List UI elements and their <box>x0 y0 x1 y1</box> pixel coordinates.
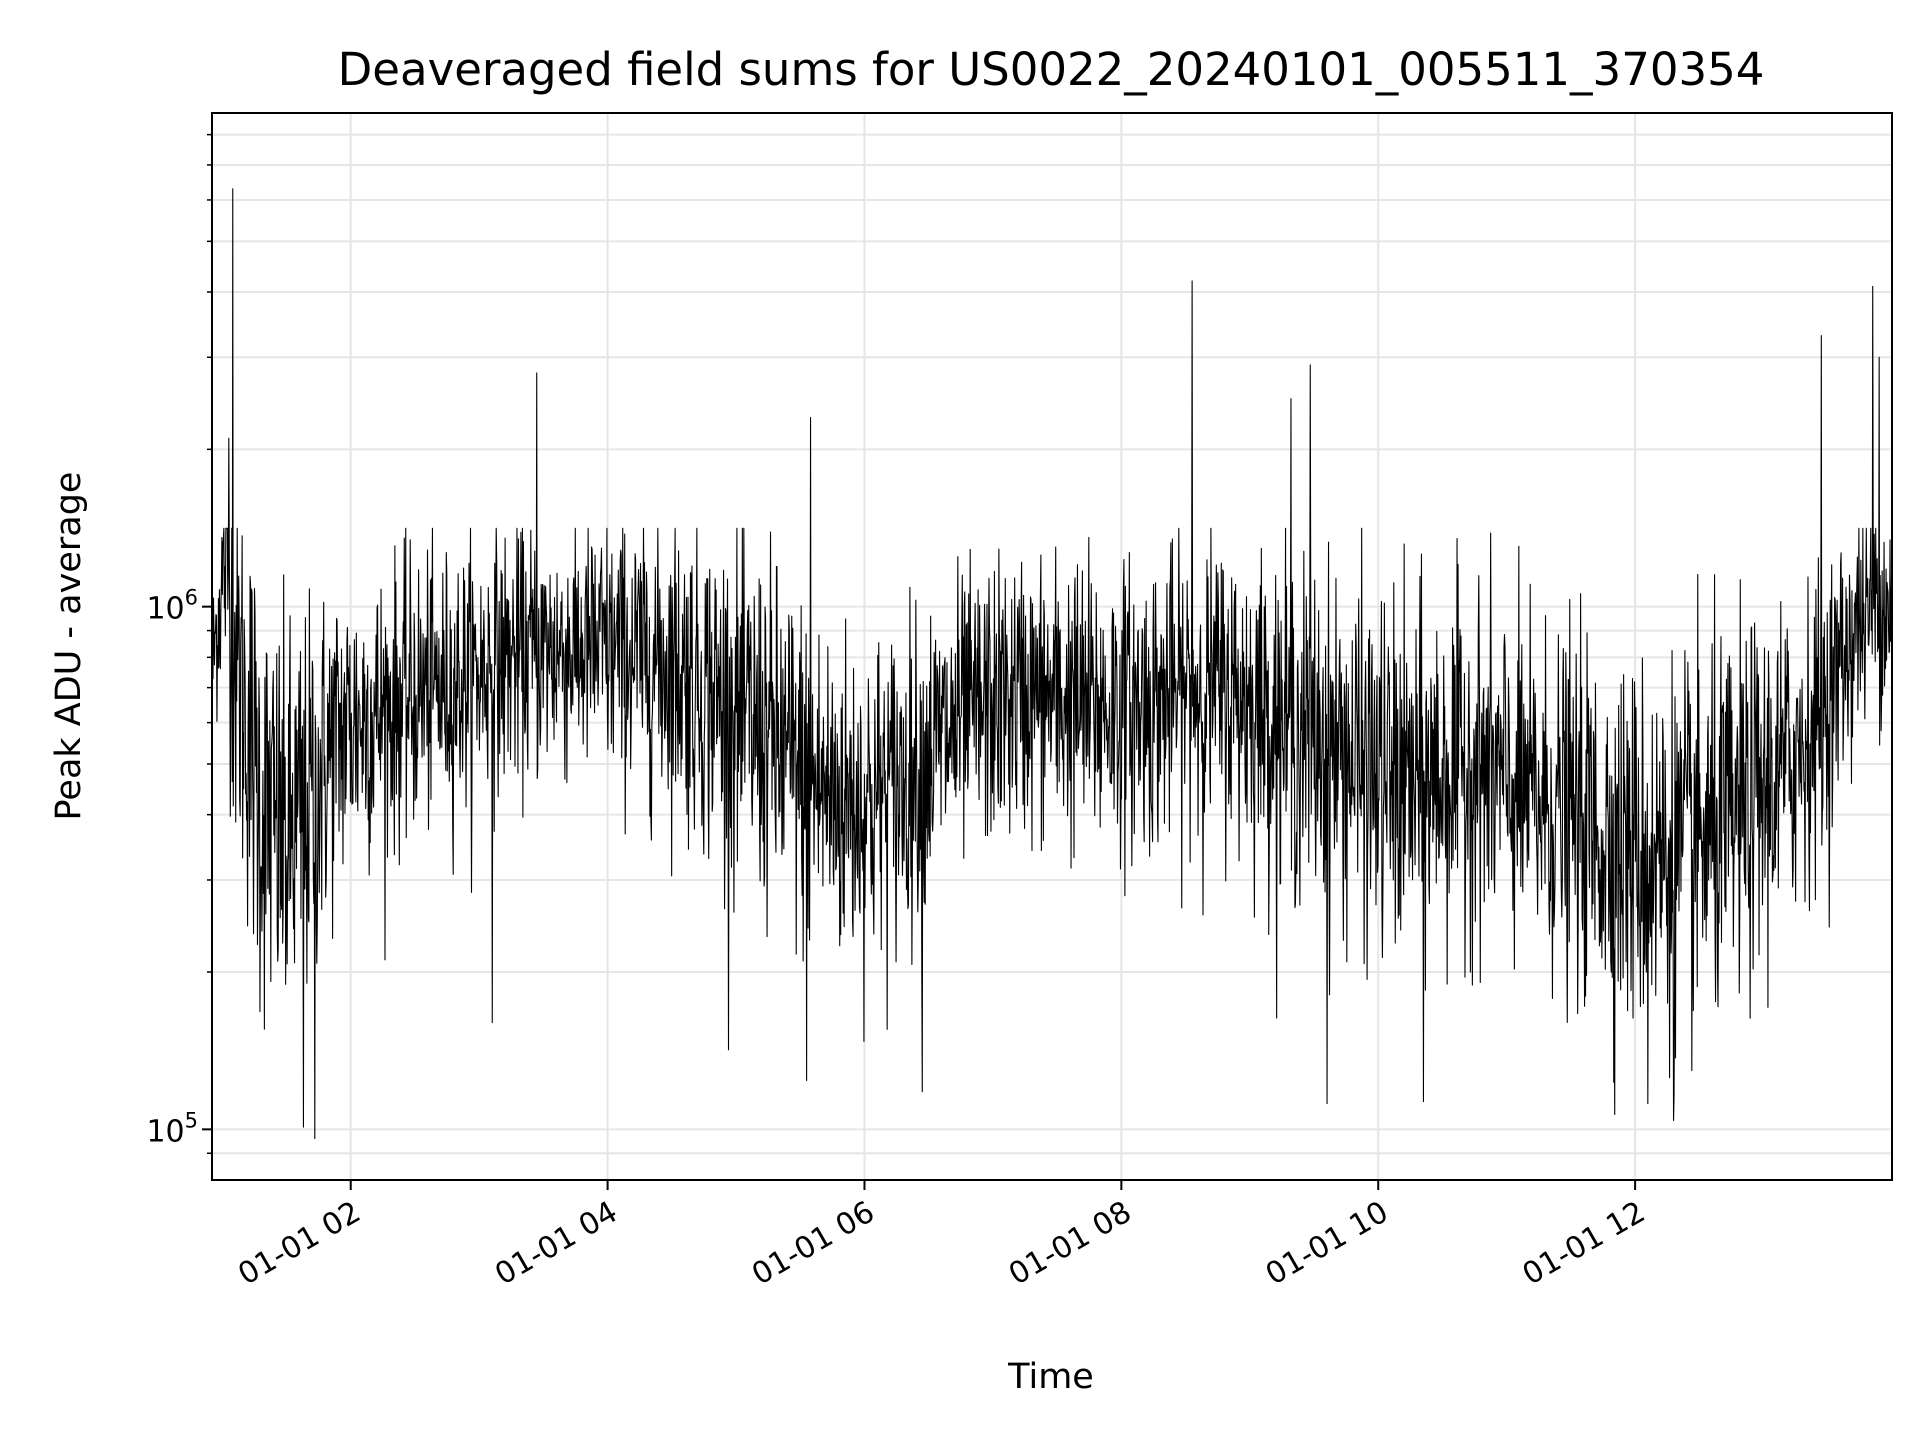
series-line <box>211 188 1893 1140</box>
y-tick-label-exponent: 5 <box>185 1108 198 1132</box>
y-tick-label-exponent: 6 <box>185 586 198 610</box>
y-tick-label-base: 10 <box>146 592 184 627</box>
plot-frame <box>211 112 1893 1181</box>
y-tick-label-base: 10 <box>146 1114 184 1149</box>
x-axis-label: Time <box>1007 1357 1094 1397</box>
chart-title: Deaveraged field sums for US0022_2024010… <box>338 43 1765 96</box>
y-tick-label: 105 <box>146 1108 198 1149</box>
y-tick-label: 106 <box>146 586 198 627</box>
y-axis-label: Peak ADU - average <box>49 472 89 821</box>
data-series <box>211 188 1893 1140</box>
